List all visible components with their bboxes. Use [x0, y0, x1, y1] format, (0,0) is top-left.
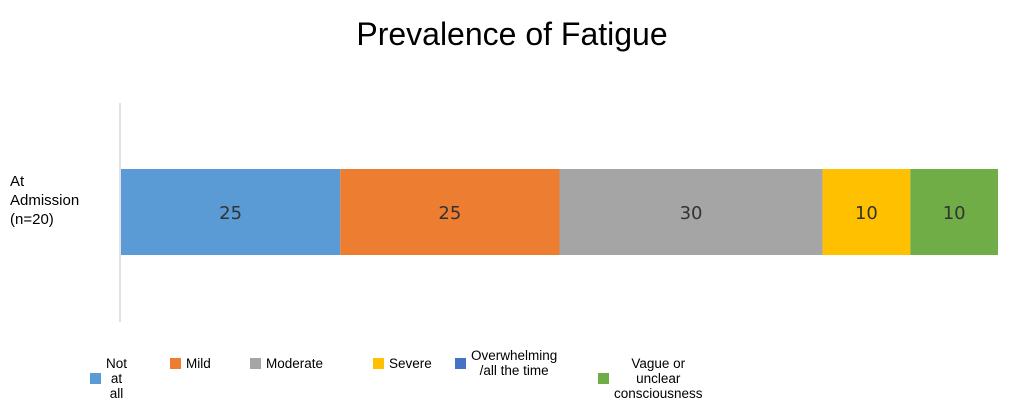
- bar-segment-3: [822, 169, 911, 255]
- legend-item-1: Mild: [170, 356, 211, 371]
- legend-swatch-0: [90, 373, 101, 384]
- legend-item-3: Severe: [373, 356, 432, 371]
- legend-item-0: Not at all: [90, 356, 127, 401]
- legend-item-5: Vague or unclear consciousness: [598, 356, 703, 401]
- chart-title: Prevalence of Fatigue: [356, 16, 668, 52]
- legend-label-1: Mild: [186, 356, 211, 371]
- legend-item-2: Moderate: [250, 356, 323, 371]
- bar-segment-2: [559, 169, 823, 255]
- bar-segment-0: [121, 169, 341, 255]
- data-label-1: 25: [438, 203, 461, 224]
- legend-swatch-4: [455, 357, 466, 369]
- legend-label-3: Severe: [389, 356, 432, 371]
- bar-segment-1: [340, 169, 560, 255]
- legend-label-2: Moderate: [266, 356, 324, 371]
- legend-label-5: Vague or unclear consciousness: [614, 356, 703, 401]
- legend-item-4: Overwhelming /all the time: [455, 348, 557, 378]
- legend-swatch-3: [373, 358, 384, 369]
- legend-swatch-1: [170, 358, 181, 369]
- bar-segment-5: [910, 169, 998, 255]
- legend-swatch-5: [598, 373, 609, 384]
- legend-label-0: Not at all: [106, 356, 128, 401]
- data-label-2: 30: [680, 203, 703, 224]
- legend-label-4: Overwhelming /all the time: [471, 348, 558, 378]
- data-label-0: 25: [219, 203, 242, 224]
- legend-swatch-2: [250, 358, 261, 369]
- data-label-5: 10: [943, 203, 966, 224]
- data-label-3: 10: [855, 203, 878, 224]
- category-label: At Admission (n=20): [10, 173, 80, 228]
